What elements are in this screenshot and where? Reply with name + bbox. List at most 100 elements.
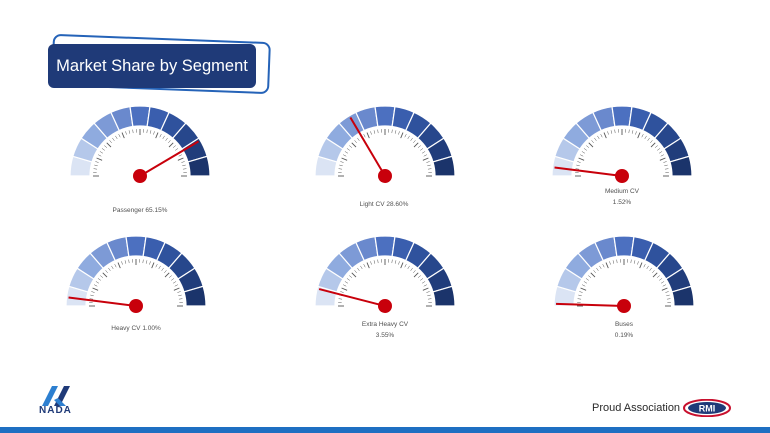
gauge-tick bbox=[346, 148, 350, 151]
gauge-tick bbox=[391, 259, 393, 264]
gauge-tick bbox=[575, 168, 580, 170]
gauge-tick bbox=[664, 164, 668, 167]
gauge-tick bbox=[349, 275, 353, 278]
gauge-tick bbox=[101, 148, 105, 151]
gauge-dial bbox=[551, 105, 693, 183]
gauge-tick bbox=[100, 275, 104, 278]
gauge-tick bbox=[614, 129, 616, 134]
gauge-tick bbox=[370, 131, 372, 135]
gauge-tick bbox=[99, 151, 104, 154]
gauge-tick bbox=[346, 278, 350, 281]
gauge-tick bbox=[178, 154, 182, 157]
gauge-tick bbox=[164, 272, 170, 278]
gauge-tick bbox=[637, 261, 639, 265]
gauge-tick bbox=[413, 140, 416, 144]
gauge-tick bbox=[105, 270, 108, 274]
gauge-tick bbox=[580, 154, 584, 157]
gauge-tick bbox=[578, 294, 582, 297]
gauge-tick bbox=[404, 264, 407, 268]
gauge-tick bbox=[125, 131, 127, 135]
gauge-heavy-cv bbox=[56, 230, 216, 330]
rmi-logo-icon: RMI bbox=[683, 399, 731, 417]
gauge-tick bbox=[343, 154, 347, 157]
gauge-tick bbox=[630, 259, 632, 264]
gauge-tick bbox=[354, 270, 357, 274]
gauge-tick bbox=[603, 132, 607, 139]
gauge-tick bbox=[594, 137, 597, 141]
gauge-tick bbox=[599, 265, 602, 270]
gauge-tick bbox=[162, 135, 165, 140]
gauge-extra-heavy-cv-label: Extra Heavy CV bbox=[361, 321, 409, 328]
gauge-tick bbox=[146, 129, 148, 134]
gauge-extra-heavy-cv bbox=[305, 230, 465, 330]
gauge-tick bbox=[159, 134, 162, 138]
gauge-tick bbox=[666, 294, 670, 297]
gauge-needle bbox=[349, 116, 386, 177]
gauge-tick bbox=[151, 262, 155, 269]
gauge-tick bbox=[612, 260, 615, 264]
gauge-tick bbox=[579, 291, 583, 293]
gauge-tick bbox=[351, 272, 357, 278]
gauge-tick bbox=[628, 129, 630, 134]
gauge-tick bbox=[578, 157, 585, 161]
gauge-tick bbox=[175, 148, 179, 151]
gauge-tick bbox=[654, 145, 658, 148]
gauge-tick bbox=[660, 281, 665, 284]
gauge-tick bbox=[398, 261, 400, 265]
gauge-tick bbox=[427, 298, 432, 300]
gauge-buses-label: Buses bbox=[614, 321, 634, 328]
gauge-tick bbox=[644, 135, 647, 140]
gauge-heavy-cv-label: Heavy CV 1.00% bbox=[111, 325, 161, 332]
gauge-tick bbox=[643, 264, 646, 268]
gauge-tick bbox=[172, 281, 177, 284]
gauge-tick bbox=[117, 262, 121, 269]
gauge-tick bbox=[168, 142, 174, 148]
gauge-tick bbox=[423, 284, 427, 287]
gauge-passenger-label: Passenger 65.15% bbox=[112, 207, 168, 214]
gauge-tick bbox=[366, 262, 370, 269]
gauge-tick bbox=[427, 164, 431, 167]
gauge-tick bbox=[652, 272, 658, 278]
gauge-tick bbox=[657, 148, 661, 151]
gauge-tick bbox=[650, 142, 656, 148]
gauge-tick bbox=[377, 129, 379, 134]
gauge-tick bbox=[577, 161, 581, 163]
gauge-band bbox=[187, 155, 211, 177]
gauge-tick bbox=[177, 291, 181, 293]
gauge-tick bbox=[153, 131, 155, 135]
gauge-tick bbox=[171, 278, 175, 281]
gauge-tick bbox=[373, 260, 376, 264]
gauge-tick bbox=[338, 168, 343, 170]
gauge-tick bbox=[649, 267, 652, 271]
gauge-tick bbox=[182, 164, 186, 167]
gauge-tick bbox=[577, 298, 582, 300]
gauge-tick bbox=[158, 265, 161, 270]
gauge-tick bbox=[583, 148, 587, 151]
gauge-tick bbox=[413, 272, 419, 278]
gauge-tick bbox=[427, 294, 431, 297]
gauge-medium-cv bbox=[542, 100, 702, 200]
gauge-tick bbox=[92, 287, 99, 291]
gauge-tick bbox=[349, 145, 353, 148]
gauge-needle bbox=[554, 166, 623, 177]
gauge-tick bbox=[398, 131, 400, 135]
gauge-tick bbox=[108, 267, 111, 271]
gauge-tick bbox=[581, 151, 586, 154]
gauge-tick bbox=[426, 291, 430, 293]
gauge-tick bbox=[404, 134, 407, 138]
gauge-dial bbox=[314, 235, 456, 313]
gauge-tick bbox=[660, 154, 664, 157]
title-block: Market Share by Segment bbox=[46, 33, 272, 95]
gauge-tick bbox=[97, 278, 101, 281]
gauge-tick bbox=[161, 267, 164, 271]
gauge-tick bbox=[421, 281, 426, 284]
gauge-light-cv bbox=[305, 100, 465, 200]
gauge-tick bbox=[114, 264, 117, 268]
gauge-tick bbox=[663, 161, 667, 163]
gauge-tick bbox=[91, 291, 95, 293]
gauge-tick bbox=[637, 132, 641, 139]
gauge-tick bbox=[664, 168, 669, 170]
gauge-tick bbox=[659, 278, 663, 281]
gauge-tick bbox=[588, 275, 592, 278]
gauge-tick bbox=[665, 291, 669, 293]
